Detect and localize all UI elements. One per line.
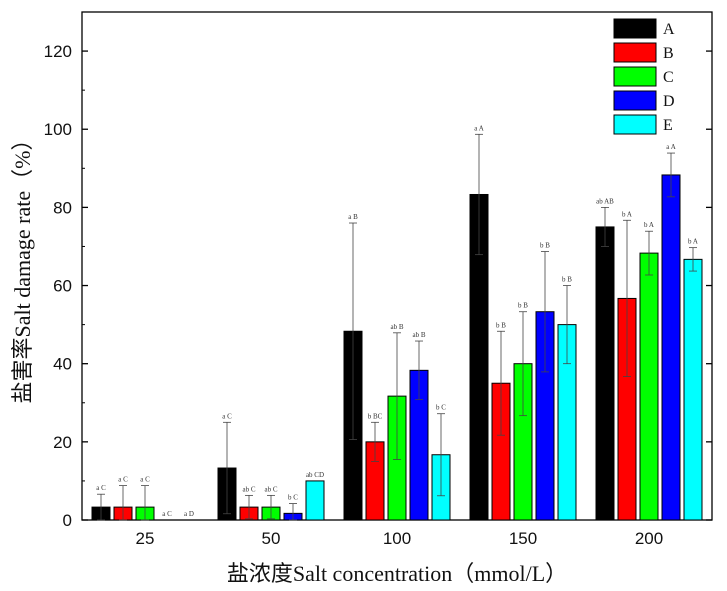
significance-label: b BC: [368, 412, 383, 420]
bar-A-200: [595, 226, 615, 521]
y-tick-label: 60: [53, 277, 72, 296]
significance-label: a C: [140, 476, 150, 484]
x-tick-label: 25: [136, 529, 155, 548]
x-axis: 25 50 100 150 200: [136, 514, 663, 548]
significance-label: b B: [562, 276, 572, 284]
legend-label-D: D: [663, 93, 675, 110]
legend-label-C: C: [663, 69, 674, 86]
legend-label-A: A: [663, 21, 675, 38]
significance-label: ab B: [412, 331, 425, 339]
legend-label-B: B: [663, 45, 674, 62]
significance-label: a A: [666, 143, 676, 151]
y-tick-label: 120: [44, 42, 72, 61]
significance-label: ab C: [264, 485, 277, 493]
significance-label: b B: [540, 242, 550, 250]
significance-label: a C: [162, 510, 172, 518]
significance-label: b C: [288, 494, 298, 502]
significance-label: a C: [118, 476, 128, 484]
significance-label: b C: [436, 404, 446, 412]
significance-label: b A: [644, 221, 654, 229]
y-axis: 0 20 40 60 80 100 120: [44, 42, 712, 530]
bar-C-200: [639, 252, 659, 521]
x-tick-label: 100: [383, 529, 411, 548]
bar-groups: a C a C a B a A ab AB a C ab C b BC b B b A a C ab …: [91, 124, 703, 521]
y-tick-label: 100: [44, 120, 72, 139]
significance-label: ab CD: [306, 471, 324, 479]
legend-swatch-A: [613, 18, 657, 39]
significance-label: ab AB: [596, 197, 614, 205]
significance-label: ab C: [242, 485, 255, 493]
bar-E-50: [305, 480, 325, 521]
legend-swatch-C: [613, 66, 657, 87]
y-tick-label: 80: [53, 198, 72, 217]
x-tick-label: 200: [635, 529, 663, 548]
x-axis-title: 盐浓度Salt concentration（mmol/L）: [227, 561, 567, 586]
significance-label: a A: [474, 124, 484, 132]
significance-label: b B: [518, 302, 528, 310]
x-tick-label: 150: [509, 529, 537, 548]
significance-label: b B: [496, 321, 506, 329]
significance-label: a D: [184, 510, 194, 518]
y-tick-label: 40: [53, 355, 72, 374]
legend-swatch-D: [613, 90, 657, 111]
significance-label: a C: [96, 484, 106, 492]
bar-E-200: [683, 258, 703, 521]
y-axis-title: 盐害率Salt damage rate（%）: [10, 129, 35, 404]
significance-label: a C: [222, 412, 232, 420]
x-tick-label: 50: [262, 529, 281, 548]
bar-D-200: [661, 174, 681, 521]
y-tick-label: 0: [63, 511, 72, 530]
significance-label: b A: [688, 238, 698, 246]
significance-label: a B: [348, 213, 358, 221]
legend-label-E: E: [663, 117, 673, 134]
y-tick-label: 20: [53, 433, 72, 452]
legend-swatch-E: [613, 114, 657, 135]
legend-swatch-B: [613, 42, 657, 63]
significance-label: ab B: [390, 323, 403, 331]
significance-label: b A: [622, 210, 632, 218]
